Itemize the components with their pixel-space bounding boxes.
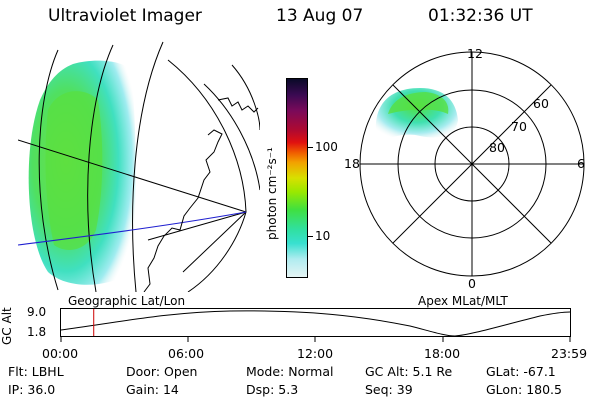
timeline-y-tick-1-8: 1.8: [27, 325, 47, 339]
timeline-x-tick-2359: 23:59: [551, 346, 588, 361]
timeline-right-title: Apex MLat/MLT: [418, 294, 508, 308]
status-gc-alt: GC Alt: 5.1 Re: [365, 364, 453, 379]
observation-time: 01:32:36 UT: [428, 6, 533, 26]
altitude-curve: [60, 310, 571, 337]
orbit-altitude-timeline: [60, 308, 571, 342]
timeline-x-tick-0000: 00:00: [42, 346, 79, 361]
status-dsp: Dsp: 5.3: [246, 382, 299, 397]
timeline-x-tick-1800: 18:00: [424, 346, 461, 361]
colorbar-tick-10: 10: [315, 229, 331, 243]
coastline: [143, 97, 259, 292]
polar-mlt-plot: [359, 51, 585, 277]
timeline-left-title: Geographic Lat/Lon: [68, 294, 186, 308]
mlt-label-12: 12: [467, 46, 483, 61]
status-glon: GLon: 180.5: [486, 382, 562, 397]
status-mode: Mode: Normal: [246, 364, 334, 379]
colorbar-label: photon cm⁻²s⁻¹: [265, 147, 279, 240]
equator-line: [18, 211, 247, 246]
timeline-x-tick-1200: 12:00: [297, 346, 334, 361]
status-filter: Flt: LBHL: [8, 364, 64, 379]
meridian-line: [87, 44, 114, 292]
status-ip: IP: 36.0: [8, 382, 56, 397]
meridian-line: [38, 49, 59, 291]
mlat-label-80: 80: [489, 140, 505, 155]
status-gain: Gain: 14: [126, 382, 179, 397]
observation-date: 13 Aug 07: [276, 6, 364, 26]
instrument-title: Ultraviolet Imager: [48, 6, 202, 26]
mlt-label-6: 6: [577, 156, 585, 171]
colorbar-tick-100: 100: [315, 140, 338, 154]
geographic-image-panel: [18, 41, 260, 292]
mlat-label-70: 70: [511, 119, 527, 134]
status-seq: Seq: 39: [365, 382, 413, 397]
mlat-label-60: 60: [533, 96, 549, 111]
status-glat: GLat: -67.1: [486, 364, 556, 379]
mlt-label-0: 0: [468, 276, 476, 291]
colorbar: [286, 78, 308, 278]
meridian-line: [132, 41, 164, 292]
timeline-y-tick-9: 9.0: [27, 305, 47, 319]
mlt-label-18: 18: [344, 156, 360, 171]
latitude-line: [18, 139, 247, 213]
timeline-y-axis-label: GC Alt: [0, 307, 14, 345]
status-door: Door: Open: [126, 364, 198, 379]
timeline-x-tick-0600: 06:00: [168, 346, 205, 361]
